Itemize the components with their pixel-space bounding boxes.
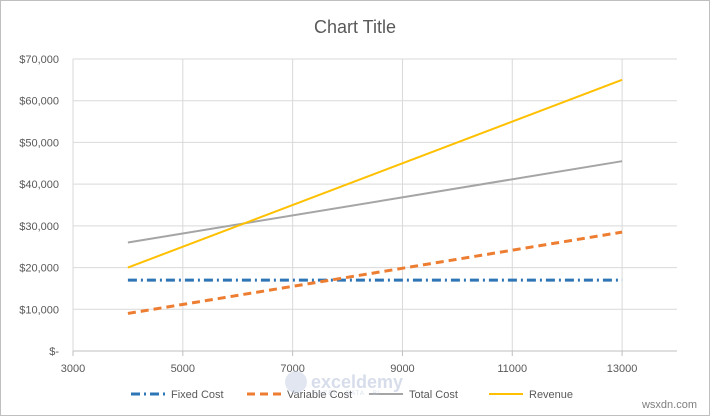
x-tick-label: 5000: [171, 363, 195, 375]
y-tick-label: $10,000: [19, 304, 59, 316]
x-tick-label: 11000: [497, 363, 527, 375]
y-tick-label: $30,000: [19, 221, 59, 233]
x-tick-label: 3000: [61, 363, 85, 375]
legend-label: Total Cost: [409, 389, 458, 401]
legend-label: Revenue: [529, 389, 573, 401]
x-tick-label: 9000: [390, 363, 414, 375]
y-tick-label: $20,000: [19, 263, 59, 275]
legend-label: Fixed Cost: [171, 389, 224, 401]
y-tick-label: $-: [49, 346, 59, 358]
y-tick-label: $40,000: [19, 179, 59, 191]
y-tick-label: $60,000: [19, 96, 59, 108]
chart-title: Chart Title: [314, 17, 396, 37]
y-tick-label: $50,000: [19, 137, 59, 149]
gridlines: [72, 58, 677, 351]
legend: Fixed Cost Variable Cost Total Cost Revenue: [131, 389, 573, 401]
site-credit: wsxdn.com: [641, 399, 697, 411]
x-tick-label: 13000: [607, 363, 638, 375]
x-tick-label: 7000: [280, 363, 304, 375]
series-line-variable-cost: [127, 230, 623, 315]
y-tick-label: $70,000: [19, 54, 59, 66]
legend-label: Variable Cost: [287, 389, 352, 401]
axes: $- $10,000 $20,000 $30,000 $40,000 $50,000 $60…: [19, 54, 677, 375]
series-line-revenue: [127, 78, 623, 269]
series-lines: [127, 78, 623, 315]
series-line-total-cost: [127, 160, 623, 244]
